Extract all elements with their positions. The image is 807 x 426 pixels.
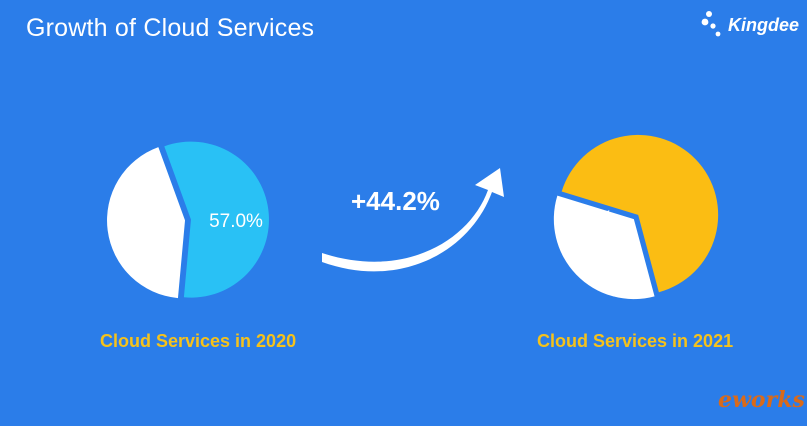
page-title: Growth of Cloud Services xyxy=(26,14,315,42)
pie-slice-highlight xyxy=(561,134,719,293)
pie-slice-rest xyxy=(107,147,186,299)
pie-slice-rest xyxy=(553,195,655,300)
growth-label: +44.2% xyxy=(351,186,440,216)
pie-chart-2020: 57.0% xyxy=(107,141,269,299)
caption-2020: Cloud Services in 2020 xyxy=(100,331,297,351)
growth-arrow xyxy=(322,168,504,272)
eworks-watermark: eworks xyxy=(718,387,805,413)
pie-chart-2021: 66.1% xyxy=(553,134,719,300)
pie-data-label: 66.1% xyxy=(559,208,613,229)
caption-2021: Cloud Services in 2021 xyxy=(537,331,734,351)
kingdee-logo: Kingdee xyxy=(700,8,800,42)
pie-data-label: 57.0% xyxy=(209,211,263,232)
pie-slice-highlight xyxy=(164,141,269,298)
logo-text: Kingdee xyxy=(728,15,800,35)
logo-dots-icon xyxy=(701,11,721,37)
